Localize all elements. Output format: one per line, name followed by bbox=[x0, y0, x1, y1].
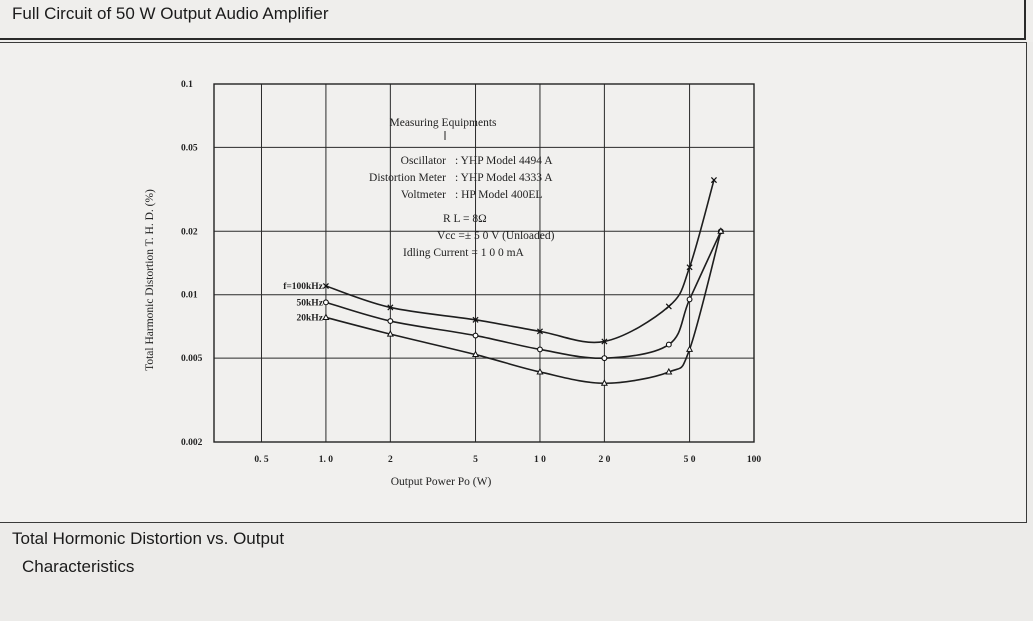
y-tick-label: 0.1 bbox=[181, 80, 193, 90]
point-stroke bbox=[686, 264, 693, 271]
data-point bbox=[686, 345, 694, 352]
annotation-volt-label: Voltmeter bbox=[401, 189, 446, 201]
x-tick-label: 2 0 bbox=[598, 455, 610, 465]
data-point bbox=[665, 367, 673, 375]
point-stroke bbox=[472, 316, 479, 323]
header-band bbox=[0, 0, 1033, 42]
point-stroke bbox=[665, 303, 672, 310]
y-tick-label: 0.005 bbox=[181, 354, 203, 364]
x-tick-label: 5 bbox=[473, 455, 478, 465]
series-line bbox=[325, 179, 715, 344]
point-stroke bbox=[601, 338, 608, 345]
point-stroke bbox=[322, 282, 329, 290]
data-point bbox=[322, 313, 330, 320]
x-axis-label: Output Power Po (W) bbox=[391, 476, 492, 488]
annotation-idle: Idling Current = 1 0 0 mA bbox=[403, 247, 525, 259]
data-point bbox=[536, 328, 543, 335]
series-line bbox=[325, 230, 722, 359]
x-tick-label: 1. 0 bbox=[319, 455, 334, 465]
data-point bbox=[472, 332, 479, 339]
annotation-dist-label: Distortion Meter bbox=[369, 172, 446, 184]
point-stroke bbox=[710, 177, 717, 184]
data-point bbox=[322, 282, 329, 290]
series-labels: f=100kHz 50kHz 20kHz bbox=[283, 282, 324, 323]
data-point bbox=[536, 367, 544, 375]
data-point bbox=[387, 318, 394, 324]
figure-caption: Total Hormonic Distortion vs. Output Cha… bbox=[12, 525, 284, 581]
page-title: Full Circuit of 50 W Output Audio Amplif… bbox=[12, 4, 329, 23]
header-rule bbox=[0, 0, 1026, 40]
plot-area-border bbox=[213, 83, 755, 443]
annotation-osc-value: : YHP Model 4494 A bbox=[455, 155, 553, 167]
annotation-vcc: Vcc =± 5 0 V (Unloaded) bbox=[437, 230, 555, 242]
series-layer bbox=[322, 177, 725, 386]
series-label: f=100kHz bbox=[283, 282, 323, 292]
data-point bbox=[710, 177, 717, 184]
point-stroke bbox=[536, 328, 543, 335]
data-point bbox=[537, 346, 543, 353]
caption-line-2: Characteristics bbox=[22, 557, 135, 576]
y-tick-label: 0.05 bbox=[181, 143, 198, 153]
chart-grid bbox=[214, 84, 754, 442]
x-tick-label: 2 bbox=[388, 455, 393, 465]
data-point bbox=[665, 341, 672, 348]
annotation-osc-label: Oscillator bbox=[401, 155, 447, 167]
data-point bbox=[601, 355, 608, 362]
y-tick-label: 0.02 bbox=[181, 227, 198, 237]
x-tick-label: 0. 5 bbox=[254, 455, 269, 465]
y-axis-label: Total Harmonic Distortion T. H. D. (%) bbox=[144, 189, 156, 371]
data-point bbox=[322, 299, 329, 306]
y-tick-label: 0.01 bbox=[181, 291, 198, 301]
annotation-dist-value: : YHP Model 4333 A bbox=[455, 172, 553, 184]
annotation-measuring: Measuring Equipments bbox=[390, 117, 498, 129]
data-point bbox=[717, 227, 725, 234]
figure-frame bbox=[0, 42, 1027, 523]
data-point bbox=[665, 303, 672, 310]
data-point bbox=[686, 296, 693, 303]
series-label: 20kHz bbox=[297, 313, 324, 323]
data-point bbox=[686, 264, 693, 271]
annotation-volt-value: : HP Model 400EL bbox=[455, 189, 542, 201]
x-tick-label: 5 0 bbox=[684, 455, 696, 465]
point-stroke bbox=[387, 304, 394, 311]
x-tick-label: 100 bbox=[747, 455, 762, 465]
data-point bbox=[387, 304, 394, 311]
data-point bbox=[472, 316, 479, 323]
data-point bbox=[471, 350, 480, 358]
data-point bbox=[386, 330, 394, 337]
data-point bbox=[601, 338, 608, 345]
annotation-rl: R L = 8Ω bbox=[443, 213, 487, 225]
series-label: 50kHz bbox=[297, 298, 324, 308]
y-tick-label: 0.002 bbox=[181, 438, 203, 448]
data-point bbox=[600, 379, 608, 386]
x-tick-label: 1 0 bbox=[534, 455, 546, 465]
caption-line-1: Total Hormonic Distortion vs. Output bbox=[12, 529, 285, 548]
measurement-annotations: Measuring Equipments Oscillator : YHP Mo… bbox=[369, 117, 555, 259]
